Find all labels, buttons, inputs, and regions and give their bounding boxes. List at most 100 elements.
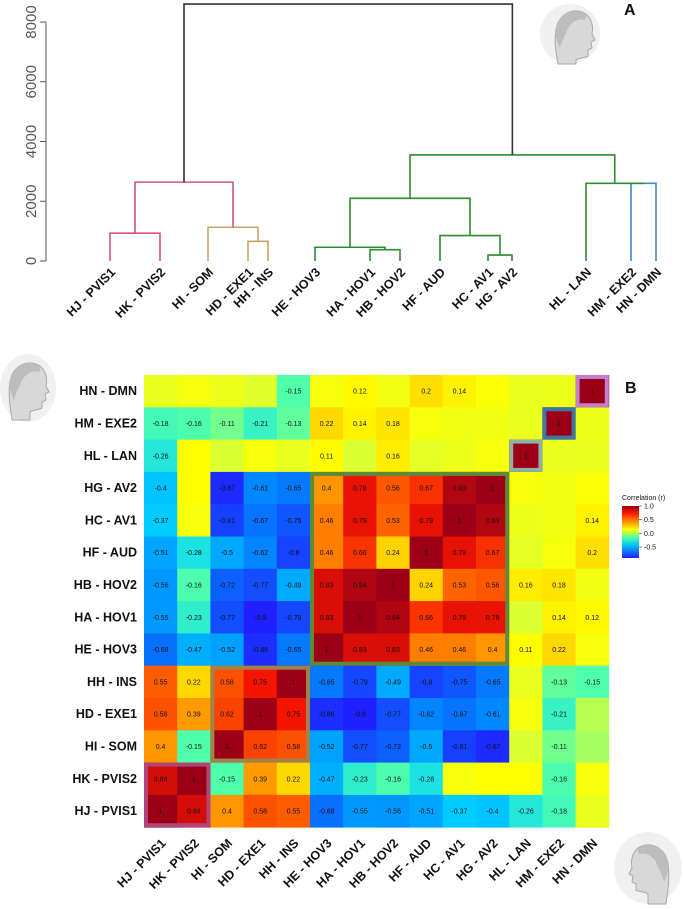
correlation-legend: Correlation (r) 1.0 0.5 0.0 -0.5: [622, 495, 665, 558]
cell-value-label: 0.66: [419, 615, 433, 622]
cell-value-label: 0.83: [386, 647, 400, 654]
heatmap-cell: [575, 504, 610, 537]
cell-value-label: 0.4: [156, 744, 166, 751]
dendrogram-branch-6: [207, 226, 259, 261]
heatmap-cell: [542, 504, 576, 537]
heatmap-cell: [310, 504, 344, 537]
heatmap-cell: [542, 794, 576, 828]
cell-value-label: 0.56: [486, 582, 500, 589]
heatmap-cell: [310, 698, 344, 731]
heatmap-cell: [442, 536, 477, 570]
heatmap-cell: [509, 762, 543, 796]
heatmap-cell: [310, 762, 344, 796]
heatmap-cell: [276, 698, 311, 731]
cell-value-label: -0.77: [219, 615, 235, 622]
cell-value-label: -0.37: [153, 518, 169, 525]
cell-value-label: 1: [258, 712, 262, 719]
heatmap-cell: [509, 439, 543, 473]
cell-value-label: -0.86: [319, 712, 335, 719]
heatmap-cell: [409, 730, 444, 763]
cell-value-label: -0.23: [186, 615, 202, 622]
heatmap-cell: [542, 730, 576, 763]
heatmap-cell: [343, 665, 377, 699]
heatmap-cell: [276, 601, 311, 634]
row-label-hb-hov2: HB - HOV2: [74, 578, 137, 592]
dendrogram-branches: [109, 3, 657, 261]
cell-value-label: 0.67: [486, 550, 500, 557]
heatmap-cell: [376, 730, 410, 763]
cell-value-label: 0.12: [585, 615, 599, 622]
heatmap-cell: [575, 633, 610, 667]
cell-value-label: 0.22: [552, 647, 566, 654]
heatmap-cell: [210, 471, 244, 505]
heatmap-cell: [310, 665, 344, 699]
heatmap-cell: [210, 375, 244, 408]
heatmap-cell: [376, 375, 410, 408]
heatmap-cell: [343, 601, 377, 634]
y-tick-label: 8000: [23, 5, 40, 38]
heatmap-cell: [376, 633, 410, 667]
cell-value-label: -0.61: [485, 712, 501, 719]
cluster-box-4: [542, 407, 576, 440]
cell-value-label: 0.79: [353, 518, 367, 525]
heatmap-cell: [409, 633, 444, 667]
cell-value-label: -0.56: [153, 582, 169, 589]
heatmap-cell: [210, 568, 244, 602]
cell-value-label: 0.55: [287, 809, 301, 816]
cell-value-label: 1: [557, 421, 561, 428]
heatmap-cell: [376, 601, 410, 634]
cell-value-label: 0.14: [552, 615, 566, 622]
cell-value-label: 0.79: [419, 518, 433, 525]
cell-value-label: -0.13: [285, 421, 301, 428]
heatmap-cell: [310, 471, 344, 505]
heatmap-cell: [276, 375, 311, 408]
row-label-hi-som: HI - SOM: [85, 739, 137, 753]
heatmap-cell: [476, 698, 510, 731]
cell-value-label: 0.2: [421, 389, 431, 396]
heatmap-cell: [243, 601, 278, 634]
heatmap-cell: [476, 762, 510, 796]
cell-value-label: -0.52: [219, 647, 235, 654]
y-tick-label: 4000: [23, 125, 40, 158]
heatmap-cell: [243, 439, 278, 473]
heatmap-cell: [542, 762, 576, 796]
cell-value-label: -0.49: [285, 582, 301, 589]
cell-value-label: 0.66: [353, 550, 367, 557]
heatmap-cell: [509, 536, 543, 570]
heatmap-cell: [509, 665, 543, 699]
cell-value-label: 0.11: [320, 453, 333, 460]
cell-value-label: -0.56: [385, 809, 401, 816]
heatmap-cell: [177, 471, 211, 505]
heatmap-cell: [476, 407, 510, 440]
cell-value-label: -0.79: [352, 679, 368, 686]
heatmap-cell: [243, 698, 278, 731]
heatmap-cell: [542, 471, 576, 505]
cell-value-label: 0.55: [154, 679, 168, 686]
cluster-boxes: [144, 375, 609, 828]
cell-value-label: 0.83: [353, 647, 367, 654]
dendrogram-branch-1: [487, 254, 513, 261]
heatmap-cell: [442, 762, 477, 796]
cell-value-label: 0.22: [187, 679, 201, 686]
heatmap-cell: [409, 439, 444, 473]
row-label-hh-ins: HH - INS: [87, 675, 137, 689]
cell-value-label: -0.8: [287, 550, 299, 557]
heatmap-cell: [575, 762, 610, 796]
heatmap-cell: [575, 375, 610, 408]
heatmap-cell: [476, 665, 510, 699]
row-label-hk-pvis2: HK - PVIS2: [72, 772, 137, 786]
cell-value-label: -0.52: [319, 744, 335, 751]
leaf-label-hl-lan: HL - LAN: [547, 265, 595, 313]
legend-title: Correlation (r): [622, 495, 665, 502]
heatmap-cell: [243, 568, 278, 602]
cell-value-label: -0.55: [153, 615, 169, 622]
heatmap-cell: [177, 762, 211, 796]
cell-value-label: 0.53: [386, 518, 400, 525]
cell-value-label: 0.24: [419, 582, 433, 589]
cell-value-label: -0.21: [551, 712, 567, 719]
heatmap-cell: [343, 568, 377, 602]
heatmap-cell: [409, 536, 444, 570]
heatmap-cell: [409, 665, 444, 699]
cell-value-label: -0.11: [219, 421, 235, 428]
